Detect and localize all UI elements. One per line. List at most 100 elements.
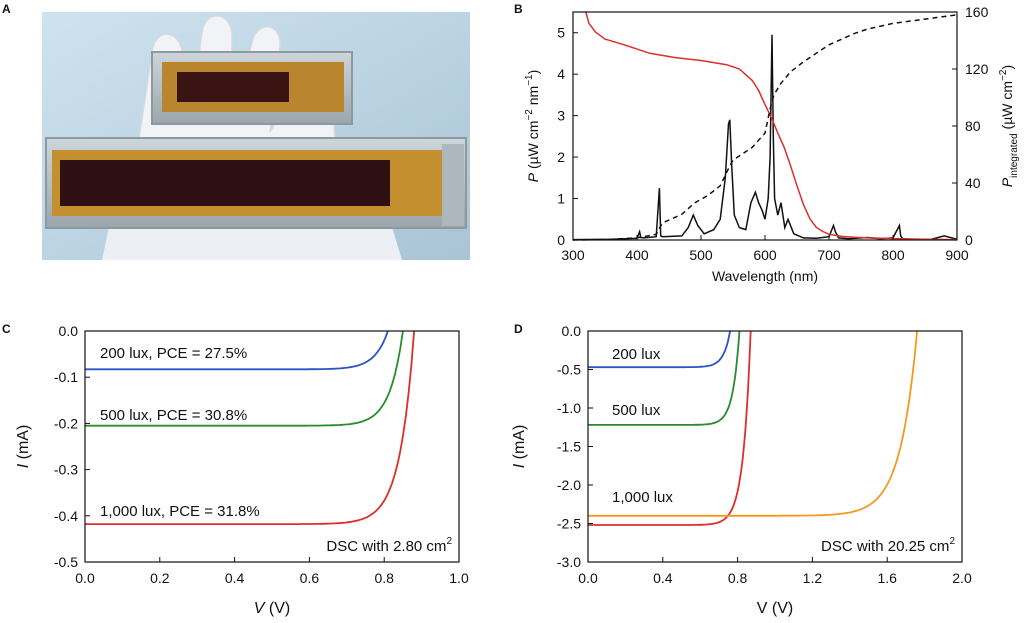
y2-label-b-main: P	[999, 177, 1015, 187]
y-label-c-unit: (mA)	[15, 425, 32, 464]
y2-axis-label-b: Pintegrated (µW cm−2)	[998, 65, 1020, 187]
y-tick-label-c: -0.3	[54, 462, 78, 478]
x-label-c-unit: (V)	[264, 600, 290, 617]
y-label-b-main: P	[525, 172, 541, 182]
y-label-b-mid: nm	[525, 86, 541, 109]
y-axis-label-d: I (mA)	[511, 425, 528, 469]
small-cell-active-area	[177, 72, 289, 102]
series-label-d-0: 200 lux	[612, 346, 661, 363]
y-tick-label-d: -2.5	[557, 516, 581, 532]
x-label-c-main: V	[254, 600, 266, 617]
series-label-c-0: 200 lux, PCE = 27.5%	[100, 345, 247, 362]
x-tick-label-d: 0.4	[653, 570, 673, 586]
y2-tick-label-b: 80	[965, 118, 981, 134]
chart-b: 300 400 500 600 700 800 90001234504080120160Wa…	[524, 4, 1020, 284]
y-label-b-end: )	[525, 70, 541, 75]
x-tick-label-b: 400	[625, 247, 649, 263]
y-tick-label-d: -0.5	[557, 362, 581, 378]
large-cell-active-area	[60, 160, 390, 206]
series-label-d-2: 1,000 lux	[612, 489, 673, 506]
x-tick-label-b: 500	[689, 247, 713, 263]
iv-curve-d-1	[588, 330, 741, 426]
y-tick-label-c: -0.5	[54, 554, 78, 570]
y-tick-label-d: -3.0	[557, 554, 581, 570]
large-cell-edge-seal	[442, 144, 464, 226]
iv-curve-d-3	[588, 330, 918, 517]
x-tick-label-c: 0.4	[225, 570, 245, 586]
iv-curve-c-0	[85, 330, 389, 371]
annotation-d-sup: 2	[949, 536, 955, 547]
iv-curve-c-1	[85, 330, 404, 427]
x-tick-label-b: 700	[817, 247, 841, 263]
x-tick-label-c: 0.0	[75, 570, 95, 586]
x-axis-label-b: Wavelength (nm)	[712, 268, 818, 284]
y2-label-b-sup: −2	[998, 69, 1009, 81]
y2-tick-label-b: 0	[965, 232, 973, 248]
y2-tick-label-b: 160	[965, 4, 989, 20]
x-axis-label-d: V (V)	[757, 600, 793, 617]
chart-c-frame	[84, 330, 460, 563]
chart-c: 200 lux, PCE = 27.5% 500 lux, PCE = 30.8%…	[15, 323, 469, 617]
x-tick-label-d: 0.0	[578, 570, 598, 586]
x-axis-label-c: V (V)	[254, 600, 290, 617]
x-tick-label-d: 0.8	[728, 570, 748, 586]
y-label-d-unit: (mA)	[511, 425, 528, 464]
annotation-d: DSC with 20.25 cm2	[821, 536, 955, 555]
y2-label-b-unit: (µW cm	[999, 81, 1015, 133]
y2-label-b-sub: integrated	[1009, 133, 1020, 177]
annotation-c-sup: 2	[446, 536, 452, 547]
series-label-d-1: 500 lux	[612, 402, 661, 419]
x-tick-label-b: 900	[945, 247, 969, 263]
panel-letter-a: A	[2, 2, 11, 16]
y-tick-label-b: 2	[557, 149, 565, 165]
series-label-c-1: 500 lux, PCE = 30.8%	[100, 407, 247, 424]
iv-curve-d-2	[588, 330, 752, 526]
y-label-b-sup1: −2	[524, 109, 535, 121]
series-b-2	[572, 14, 958, 241]
y-label-d-main: I	[511, 463, 528, 468]
y-tick-label-d: -2.0	[557, 477, 581, 493]
x-tick-label-b: 300	[561, 247, 585, 263]
y-label-c-main: I	[15, 463, 32, 468]
y-axis-label-b: P (µW cm−2 nm−1)	[524, 70, 541, 183]
y-tick-label-b: 3	[557, 108, 565, 124]
y-axis-label-c: I (mA)	[15, 425, 32, 469]
y-tick-label-c: -0.2	[54, 415, 78, 431]
y-tick-label-b: 4	[557, 66, 565, 82]
series-b-1	[585, 11, 958, 241]
x-tick-label-d: 1.2	[803, 570, 823, 586]
chart-d: 200 lux 500 lux 1,000 lux 0.0 0.4 0.8 1.2 1.6 2.…	[511, 323, 972, 617]
y2-label-b-end: )	[999, 65, 1015, 70]
x-tick-label-b: 600	[753, 247, 777, 263]
chart-d-frame	[587, 330, 963, 563]
y-label-b-unit: (µW cm	[525, 121, 541, 173]
x-tick-label-c: 0.8	[374, 570, 394, 586]
x-tick-label-d: 2.0	[952, 570, 972, 586]
y-tick-label-b: 1	[557, 191, 565, 207]
series-b-0	[572, 34, 958, 241]
y-tick-label-d: 0.0	[562, 323, 582, 339]
y-tick-label-b: 0	[557, 232, 565, 248]
iv-curve-c-2	[85, 330, 415, 525]
iv-curve-d-0	[588, 330, 731, 369]
y-tick-label-c: -0.4	[54, 508, 78, 524]
y-tick-label-d: -1.5	[557, 439, 581, 455]
x-tick-label-c: 0.6	[300, 570, 320, 586]
series-label-c-2: 1,000 lux, PCE = 31.8%	[100, 503, 260, 520]
y-tick-label-c: 0.0	[59, 323, 79, 339]
y-tick-label-c: -0.1	[54, 369, 78, 385]
x-tick-label-c: 0.2	[150, 570, 170, 586]
y-tick-label-d: -1.0	[557, 400, 581, 416]
annotation-c: DSC with 2.80 cm2	[326, 536, 452, 555]
y-tick-label-b: 5	[557, 25, 565, 41]
panel-letter-b: B	[514, 2, 523, 16]
y2-tick-label-b: 120	[965, 61, 989, 77]
x-tick-label-d: 1.6	[877, 570, 897, 586]
x-tick-label-c: 1.0	[449, 570, 469, 586]
solar-cell-photo	[42, 12, 470, 260]
y2-tick-label-b: 40	[965, 175, 981, 191]
panel-letter-c: C	[2, 322, 11, 336]
x-tick-label-b: 800	[881, 247, 905, 263]
y-label-b-sup2: −1	[524, 74, 535, 86]
